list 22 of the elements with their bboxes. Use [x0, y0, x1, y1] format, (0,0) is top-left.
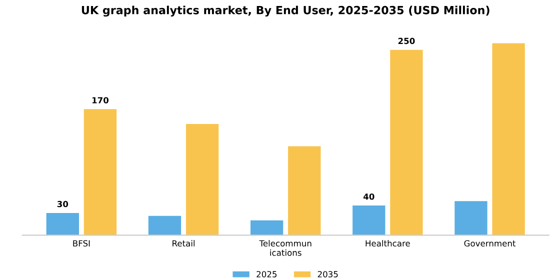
bar — [250, 220, 284, 236]
bar — [454, 201, 488, 236]
x-tick-label: Retail — [172, 240, 195, 247]
bar — [84, 109, 117, 236]
data-label: 30 — [57, 200, 68, 208]
bar — [492, 43, 525, 236]
bar — [288, 146, 321, 236]
bar — [352, 206, 386, 236]
bar — [390, 50, 423, 236]
legend-label: 2035 — [318, 271, 338, 278]
x-tick-label: Government — [464, 240, 516, 247]
x-tick-label: BFSI — [73, 240, 90, 247]
data-label: 40 — [363, 193, 374, 200]
x-tick-label: Healthcare — [366, 240, 410, 247]
bar — [46, 212, 79, 236]
bar — [148, 216, 182, 236]
legend-label: 2025 — [256, 271, 277, 278]
data-label: 170 — [92, 97, 109, 104]
bar — [186, 124, 219, 236]
x-tick-label: Telecommun ications — [259, 240, 312, 256]
chart-title: UK graph analytics market, By End User, 2025-2035 (USD Million) — [82, 6, 490, 17]
data-label: 250 — [398, 38, 415, 44]
